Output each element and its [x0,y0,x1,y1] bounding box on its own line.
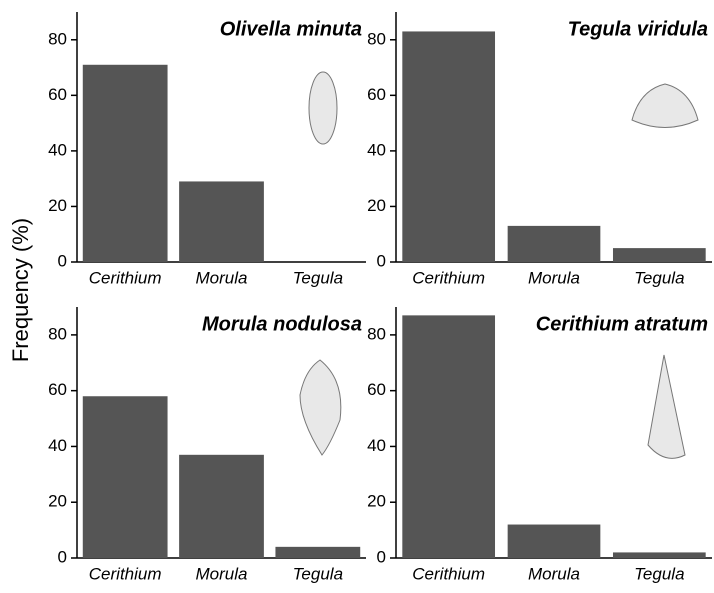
panel-title: Olivella minuta [220,18,362,40]
shell-morula [300,360,341,455]
y-tick-label: 80 [48,324,67,343]
shell-illustrations [300,72,698,458]
x-tick-label: Cerithium [89,268,162,287]
y-tick-label: 80 [48,29,67,48]
y-tick-label: 0 [377,547,386,566]
shell-olivella [309,72,337,144]
x-tick-label: Cerithium [412,564,485,583]
bar [613,552,706,558]
x-tick-label: Morula [196,564,248,583]
x-tick-label: Morula [528,268,580,287]
x-tick-label: Tegula [293,268,343,287]
y-tick-label: 40 [48,140,67,159]
x-tick-label: Morula [528,564,580,583]
y-tick-label: 40 [367,436,386,455]
x-tick-label: Tegula [293,564,343,583]
bar [402,31,495,262]
figure: Frequency (%) 0 20 40 60 80 Olivella minuta Ce… [0,0,714,588]
y-tick-label: 80 [367,324,386,343]
y-tick-label: 20 [48,492,67,511]
panel-title: Morula nodulosa [202,313,362,335]
bar [179,181,264,262]
bar [83,396,168,558]
x-tick-label: Tegula [634,564,684,583]
bar [613,248,706,262]
panel-title: Cerithium atratum [536,313,708,335]
y-tick-label: 0 [58,547,67,566]
y-tick-label: 0 [377,251,386,270]
bar [402,315,495,558]
y-axis-label: Frequency (%) [8,218,33,362]
y-tick-label: 20 [367,492,386,511]
y-tick-label: 40 [367,140,386,159]
shell-cerithium [648,355,685,458]
y-tick-label: 60 [367,85,386,104]
x-tick-label: Cerithium [89,564,162,583]
bar [179,455,264,558]
bar [83,65,168,262]
x-tick-label: Tegula [634,268,684,287]
y-tick-label: 60 [48,380,67,399]
shell-tegula [632,84,698,128]
y-tick-label: 40 [48,436,67,455]
x-tick-label: Cerithium [412,268,485,287]
y-tick-label: 20 [367,196,386,215]
x-tick-label: Morula [196,268,248,287]
panel-title: Tegula viridula [568,18,708,40]
y-tick-label: 60 [367,380,386,399]
y-tick-label: 0 [58,251,67,270]
bar [508,525,601,558]
y-tick-label: 20 [48,196,67,215]
bar [275,547,360,558]
y-tick-label: 60 [48,85,67,104]
y-tick-label: 80 [367,29,386,48]
bar [508,226,601,262]
